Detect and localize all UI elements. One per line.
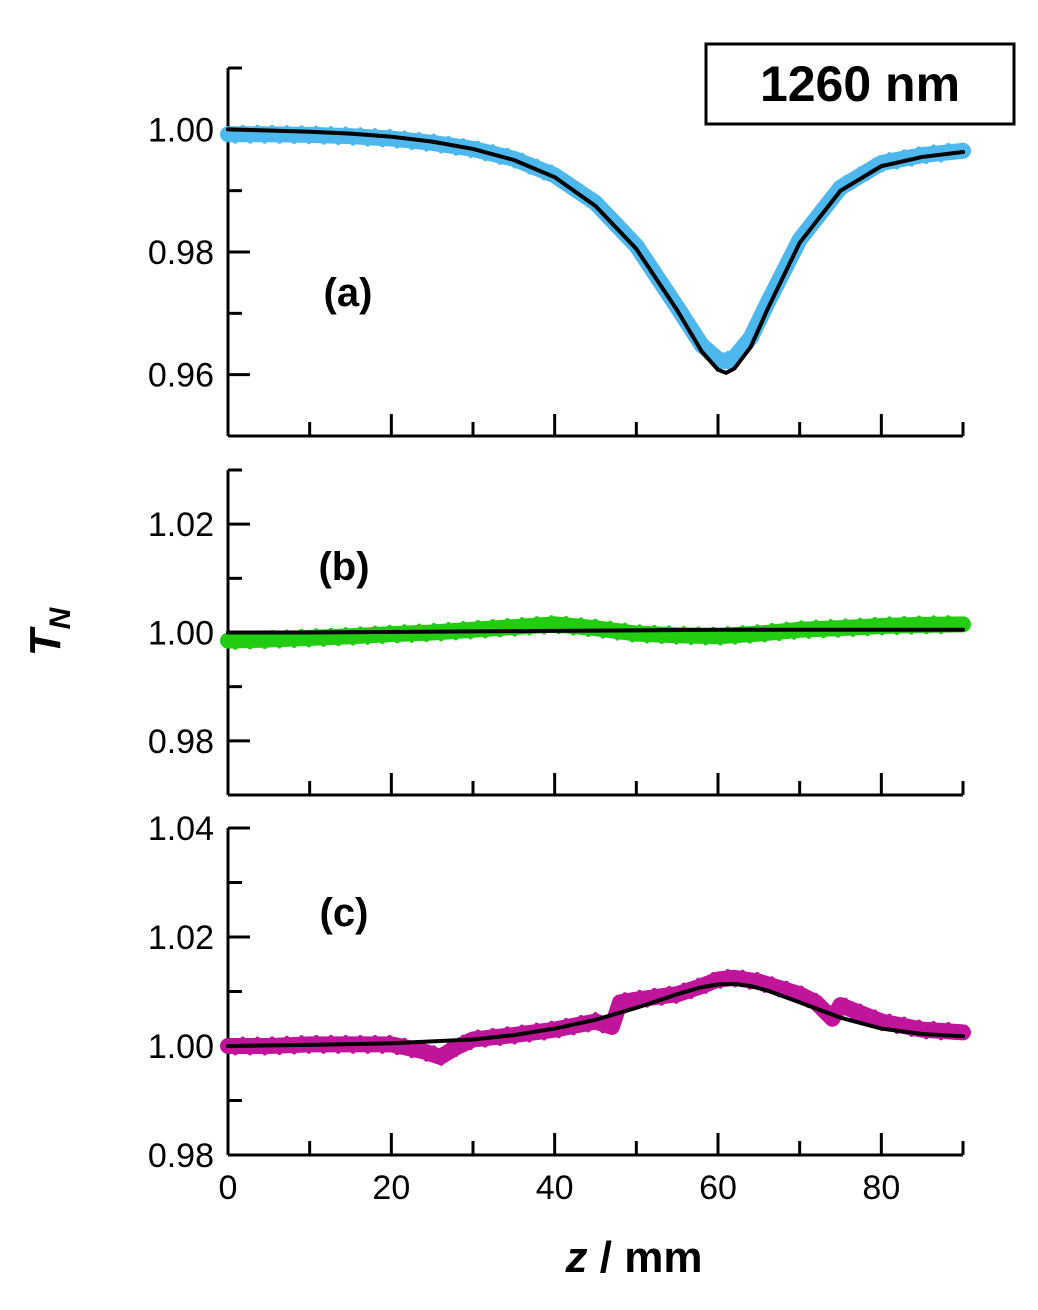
y-tick-label: 1.04 <box>148 810 214 848</box>
panel-label: (b) <box>318 545 369 589</box>
panels: 1.000.980.96(a)1.021.000.98(b)1.041.021.… <box>148 66 971 1207</box>
panel-label: (c) <box>320 891 369 935</box>
x-tick-label: 80 <box>862 1169 900 1207</box>
panel-3: 1.04 1.02 1.00 0.98 (c) <box>148 810 971 1175</box>
legend-box <box>704 42 1016 126</box>
x-axis-unit: / mm <box>588 1233 703 1282</box>
panel-2: 1.02 1.00 0.98 (b) <box>148 468 971 797</box>
x-axis-var: z <box>565 1233 588 1282</box>
fit-curve <box>226 627 965 635</box>
legend-text: 1260 nm <box>760 56 960 112</box>
x-tick-label: 40 <box>536 1169 574 1207</box>
x-tick-label: 0 <box>219 1169 238 1207</box>
fit-curve <box>226 127 965 375</box>
y-tick-label: 1.00 <box>148 1028 214 1066</box>
x-tick-label: 60 <box>699 1169 737 1207</box>
x-tick-label: 20 <box>372 1169 410 1207</box>
data-noise <box>225 124 958 370</box>
panel-label: (a) <box>324 271 373 315</box>
y-tick-label: 0.98 <box>148 723 214 761</box>
y-axis-sub: N <box>44 606 77 629</box>
y-tick-label: 0.98 <box>148 234 214 272</box>
panel-1: 1.00 0.98 0.96 (a) <box>148 66 971 438</box>
y-axis-var: T <box>21 626 70 656</box>
y-tick-label: 1.00 <box>148 111 214 149</box>
y-tick-label: 1.00 <box>148 615 214 653</box>
legend: 1260 nm <box>704 42 1016 126</box>
y-axis-title: TN <box>21 606 77 656</box>
fit-curve <box>226 981 965 1048</box>
data-series <box>220 126 971 370</box>
x-axis-title: z / mm <box>565 1233 703 1282</box>
y-tick-label: 1.02 <box>148 506 214 544</box>
y-tick-label: 0.96 <box>148 357 214 395</box>
y-tick-label: 0.98 <box>148 1137 214 1175</box>
y-tick-label: 1.02 <box>148 919 214 957</box>
